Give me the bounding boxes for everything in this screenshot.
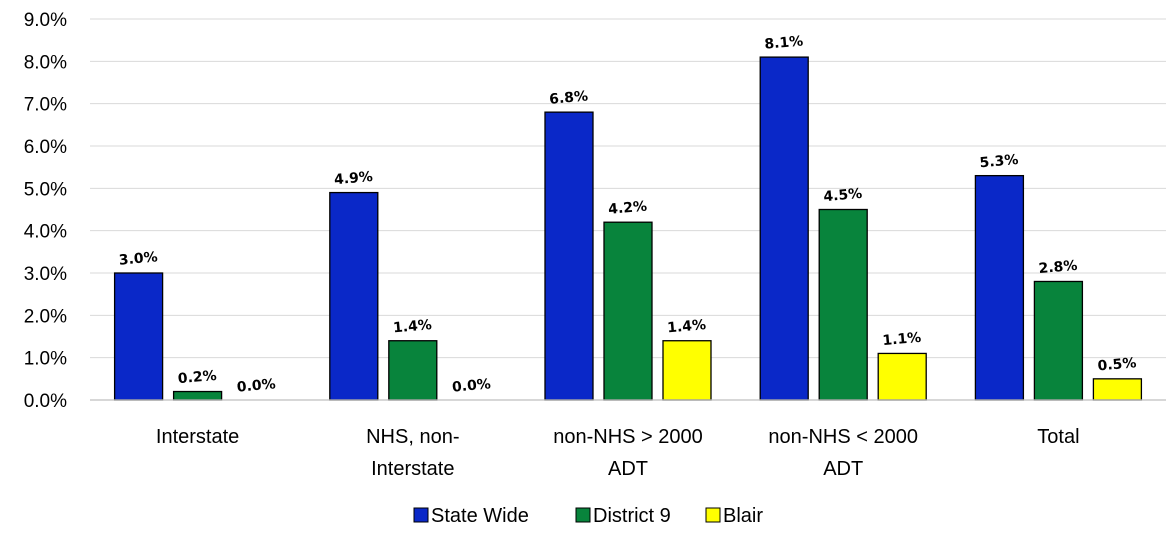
data-label: 8.1% bbox=[764, 33, 804, 52]
bar bbox=[172, 390, 223, 401]
data-label: 1.1% bbox=[882, 330, 922, 349]
data-labels: 3.0% 0.2% 0.0% 4.9% 1.4% 0.0% 6.8% 4.2% 1.4% 8.1%… bbox=[118, 33, 1137, 395]
y-axis: 0.0% 1.0% 2.0% 3.0% 4.0% 5.0% 6.0% 7.0% 8.0% 9.0% bbox=[24, 10, 67, 412]
bar bbox=[544, 111, 594, 401]
y-tick-label: 6.0% bbox=[24, 137, 67, 158]
x-axis: Interstate NHS, non- Interstate non-NHS > 2… bbox=[90, 399, 1166, 480]
y-tick-label: 0.0% bbox=[24, 391, 67, 412]
x-tick-label: non-NHS > 2000 bbox=[553, 426, 703, 448]
data-label: 4.2% bbox=[608, 199, 648, 218]
data-label: 4.5% bbox=[823, 186, 863, 205]
y-tick-label: 8.0% bbox=[24, 52, 67, 73]
data-label: 1.4% bbox=[667, 317, 707, 336]
bar bbox=[974, 174, 1025, 401]
y-tick-label: 4.0% bbox=[24, 222, 67, 243]
bar bbox=[113, 272, 164, 401]
bars bbox=[113, 56, 1143, 401]
legend-swatch bbox=[705, 507, 721, 523]
x-tick-label: NHS, non- bbox=[366, 426, 459, 448]
legend-label: State Wide bbox=[431, 505, 529, 527]
x-tick-label: Interstate bbox=[156, 426, 239, 448]
y-tick-label: 3.0% bbox=[24, 264, 67, 285]
data-label: 0.0% bbox=[451, 376, 491, 395]
y-tick-label: 2.0% bbox=[24, 306, 67, 327]
x-tick-label: non-NHS < 2000 bbox=[768, 426, 918, 448]
gridlines bbox=[90, 18, 1166, 359]
data-label: 4.9% bbox=[333, 169, 373, 188]
bar bbox=[603, 221, 653, 401]
x-tick-label: Total bbox=[1037, 426, 1079, 448]
x-tick-label: Interstate bbox=[371, 458, 454, 480]
y-tick-label: 9.0% bbox=[24, 10, 67, 31]
legend-label: District 9 bbox=[593, 505, 671, 527]
data-label: 0.5% bbox=[1097, 355, 1137, 374]
data-label: 1.4% bbox=[392, 317, 432, 336]
bar bbox=[388, 340, 438, 401]
data-label: 6.8% bbox=[549, 88, 589, 107]
bar bbox=[818, 208, 868, 401]
y-tick-label: 7.0% bbox=[24, 95, 67, 116]
legend-swatch bbox=[575, 507, 591, 523]
bar bbox=[329, 191, 379, 401]
data-label: 3.0% bbox=[118, 249, 158, 268]
legend: State Wide District 9 Blair bbox=[413, 505, 763, 527]
x-tick-label: ADT bbox=[608, 458, 648, 480]
bar bbox=[877, 352, 927, 401]
data-label: 2.8% bbox=[1038, 258, 1078, 277]
bar bbox=[759, 56, 809, 401]
y-tick-label: 1.0% bbox=[24, 349, 67, 370]
legend-label: Blair bbox=[723, 505, 763, 527]
bar bbox=[1092, 378, 1143, 401]
y-tick-label: 5.0% bbox=[24, 179, 67, 200]
data-label: 0.2% bbox=[177, 368, 217, 387]
data-label: 5.3% bbox=[979, 152, 1019, 171]
x-tick-label: ADT bbox=[823, 458, 863, 480]
legend-swatch bbox=[413, 507, 429, 523]
data-label: 0.0% bbox=[236, 376, 276, 395]
bar bbox=[1033, 280, 1084, 401]
bar bbox=[662, 340, 712, 401]
